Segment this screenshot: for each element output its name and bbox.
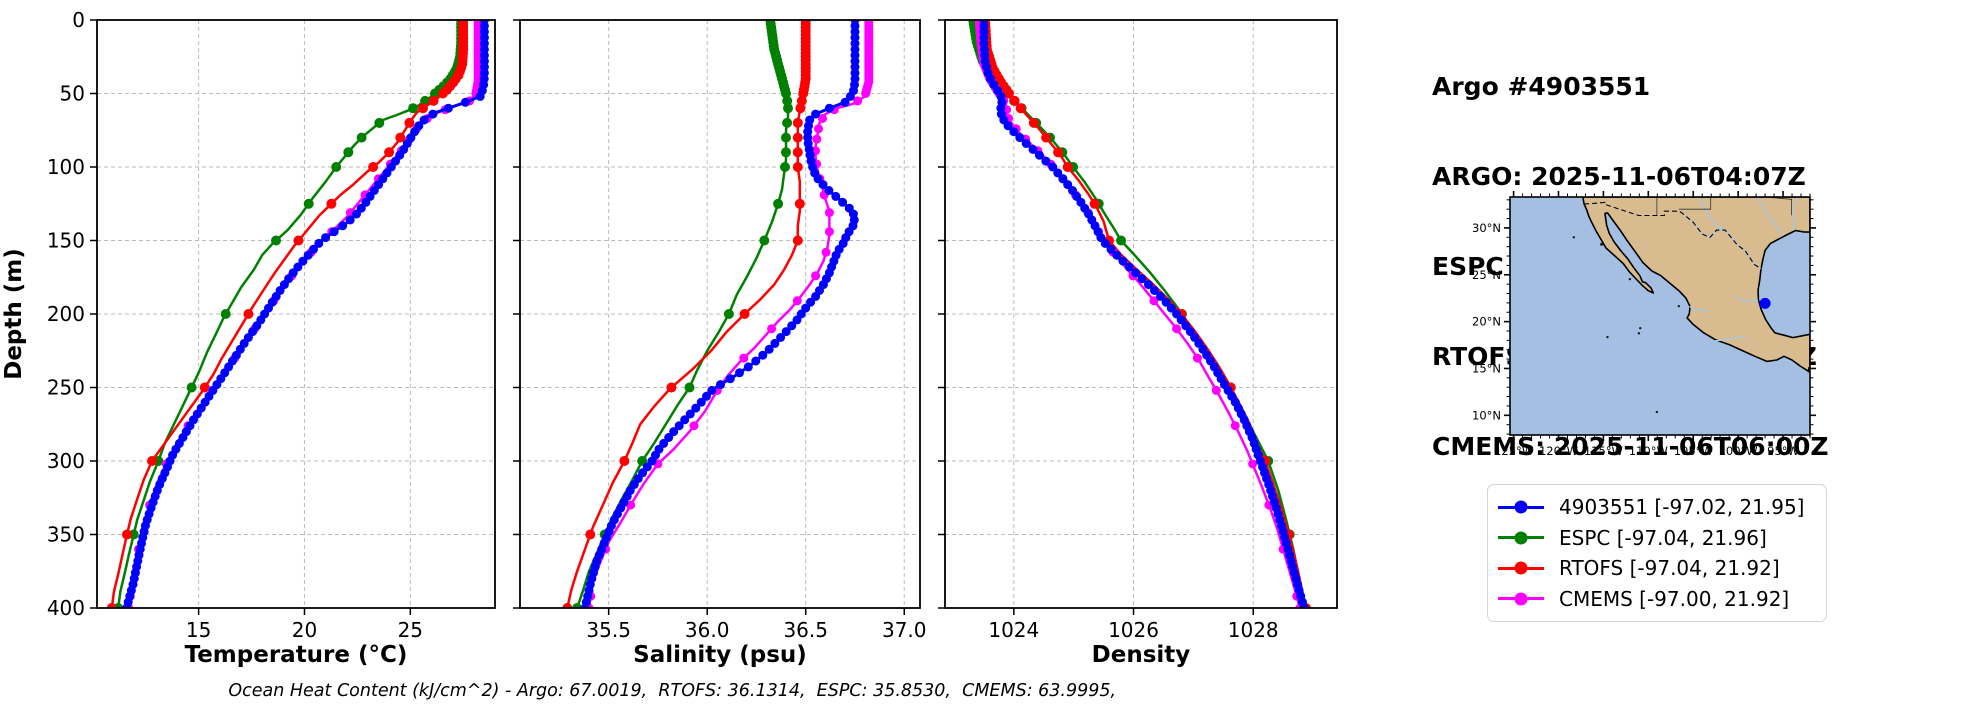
series-4903551 — [580, 20, 860, 608]
state-border — [1678, 197, 1712, 210]
legend-item: 4903551 [-97.02, 21.95] — [1498, 492, 1816, 523]
svg-text:100: 100 — [47, 155, 85, 179]
density-profile-chart: 1024 1026 1028 Density — [938, 19, 1338, 668]
legend-marker-icon — [1498, 500, 1544, 515]
legend-marker-icon — [1498, 591, 1544, 606]
svg-text:115°W: 115°W — [1584, 444, 1623, 458]
island — [1606, 335, 1609, 339]
map-ticks — [1504, 191, 1816, 441]
river — [1698, 197, 1726, 231]
legend-label: ESPC [-97.04, 21.96] — [1559, 525, 1767, 550]
river — [1735, 296, 1759, 303]
island — [1572, 236, 1575, 239]
legend-item: RTOFS [-97.04, 21.92] — [1498, 553, 1816, 584]
svg-text:35.5: 35.5 — [586, 618, 631, 642]
river — [1757, 197, 1783, 235]
ocean-heat-content-footer: Ocean Heat Content (kJ/cm^2) - Argo: 67.… — [228, 681, 1122, 701]
svg-text:250: 250 — [47, 376, 85, 400]
svg-text:125°W: 125°W — [1494, 444, 1533, 458]
svg-text:105°W: 105°W — [1674, 444, 1713, 458]
svg-text:120°W: 120°W — [1539, 444, 1578, 458]
svg-text:50: 50 — [60, 82, 85, 106]
legend-box: 4903551 [-97.02, 21.95] ESPC [-97.04, 21.… — [1487, 484, 1827, 622]
location-map: 30°N 25°N 20°N 15°N 10°N 125°W 120°W 115°W 110°W… — [1472, 191, 1816, 458]
series-RTOFS — [106, 20, 469, 608]
legend-marker-icon — [1498, 530, 1544, 545]
temperature-profile-chart: 15 20 25050100150200250300350400Temperatur… — [47, 8, 496, 668]
series-RTOFS — [562, 20, 811, 608]
svg-text:200: 200 — [47, 302, 85, 326]
gridlines — [520, 20, 920, 608]
svg-text:1026: 1026 — [1108, 618, 1159, 642]
river — [1689, 305, 1710, 313]
country-border — [1807, 365, 1810, 373]
float-location-dot — [1759, 297, 1771, 309]
map-frame — [1509, 196, 1811, 436]
profile-charts: 15 20 25050100150200250300350400Temperatur… — [47, 8, 1338, 668]
legend-item: ESPC [-97.04, 21.96] — [1498, 523, 1816, 554]
x-axis-label: Temperature (°C) — [185, 642, 408, 668]
legend-item: CMEMS [-97.00, 21.92] — [1498, 584, 1816, 615]
salinity-profile-chart: 35.5 36.0 36.5 37.0 Salinity (psu) — [513, 19, 927, 668]
tick-marks — [938, 19, 1254, 615]
svg-text:100°W: 100°W — [1719, 444, 1758, 458]
legend-label: RTOFS [-97.04, 21.92] — [1559, 556, 1780, 581]
svg-text:150: 150 — [47, 229, 85, 253]
svg-text:95°W: 95°W — [1767, 444, 1799, 458]
x-tick-labels: 35.5 36.0 36.5 37.0 — [586, 618, 926, 642]
svg-text:37.0: 37.0 — [882, 618, 927, 642]
svg-text:400: 400 — [47, 596, 85, 620]
land-coastline — [1582, 197, 1810, 373]
svg-text:25°N: 25°N — [1472, 268, 1501, 282]
series-4903551 — [122, 20, 489, 608]
gridlines — [97, 20, 495, 608]
svg-text:20°N: 20°N — [1472, 315, 1501, 329]
legend-marker-icon — [1498, 561, 1544, 576]
svg-text:36.0: 36.0 — [685, 618, 730, 642]
island — [1639, 326, 1642, 330]
island — [1655, 410, 1659, 414]
svg-text:10°N: 10°N — [1472, 408, 1501, 422]
island — [1677, 304, 1681, 308]
svg-text:300: 300 — [47, 449, 85, 473]
svg-text:1024: 1024 — [988, 618, 1039, 642]
tick-marks — [513, 19, 905, 615]
legend-label: CMEMS [-97.00, 21.92] — [1559, 586, 1790, 611]
svg-text:15°N: 15°N — [1472, 361, 1501, 375]
svg-text:110°W: 110°W — [1629, 444, 1668, 458]
x-axis-label: Density — [1092, 642, 1191, 668]
series-4903551 — [979, 20, 1309, 608]
svg-text:30°N: 30°N — [1472, 221, 1501, 235]
island — [1600, 242, 1604, 246]
river — [1714, 335, 1746, 342]
x-axis-label: Salinity (psu) — [633, 642, 807, 668]
island — [1637, 332, 1641, 335]
river — [1792, 197, 1799, 231]
svg-text:20: 20 — [292, 618, 317, 642]
y-tick-labels: 0 50 100 150 200 250 300 350 400 — [47, 8, 85, 620]
svg-text:15: 15 — [186, 618, 211, 642]
x-tick-labels: 1024 1026 1028 — [988, 618, 1278, 642]
argo-timestamp: ARGO: 2025-11-06T04:07Z — [1432, 162, 1806, 191]
svg-text:25: 25 — [398, 618, 423, 642]
country-border — [1584, 201, 1762, 270]
legend-label: 4903551 [-97.02, 21.95] — [1559, 495, 1805, 520]
svg-text:350: 350 — [47, 523, 85, 547]
tick-marks — [90, 19, 412, 615]
svg-text:36.5: 36.5 — [783, 618, 828, 642]
svg-text:0: 0 — [72, 8, 85, 32]
float-title: Argo #4903551 — [1432, 72, 1651, 101]
map-tick-labels: 30°N 25°N 20°N 15°N 10°N 125°W 120°W 115°W 110°W… — [1472, 221, 1799, 458]
svg-text:1028: 1028 — [1228, 618, 1279, 642]
x-tick-labels: 15 20 25 — [186, 618, 423, 642]
island — [1628, 277, 1632, 281]
